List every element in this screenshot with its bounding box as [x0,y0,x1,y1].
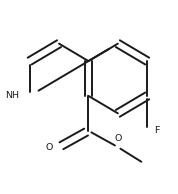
Text: NH: NH [5,91,19,100]
Text: O: O [45,143,53,152]
Text: F: F [154,126,159,135]
Text: O: O [114,134,122,143]
